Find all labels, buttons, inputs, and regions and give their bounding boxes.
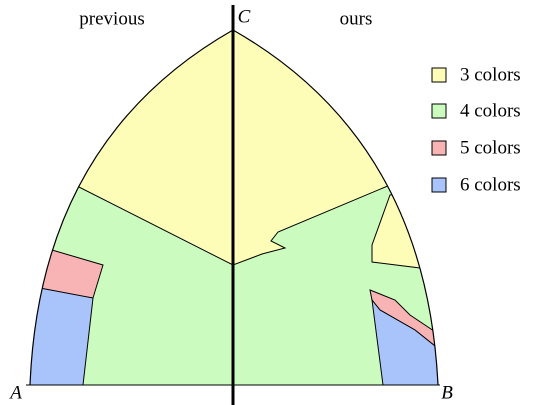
legend-label: 3 colors — [460, 64, 521, 85]
region-6-colors-left — [30, 284, 94, 385]
label-ours: ours — [340, 8, 373, 29]
label-previous: previous — [79, 8, 144, 29]
region-6-colors-right — [371, 298, 438, 385]
legend-swatch — [431, 140, 447, 156]
legend-swatch — [431, 177, 447, 193]
legend-label: 6 colors — [460, 174, 521, 195]
legend-label: 4 colors — [460, 100, 521, 121]
legend-swatch — [431, 103, 447, 119]
legend-swatch — [431, 67, 447, 83]
vertex-c: C — [238, 6, 251, 27]
vertex-b: B — [441, 382, 453, 403]
legend: 3 colors 4 colors 5 colors 6 colors — [431, 64, 521, 195]
legend-label: 5 colors — [460, 137, 521, 158]
vertex-a: A — [8, 382, 22, 403]
